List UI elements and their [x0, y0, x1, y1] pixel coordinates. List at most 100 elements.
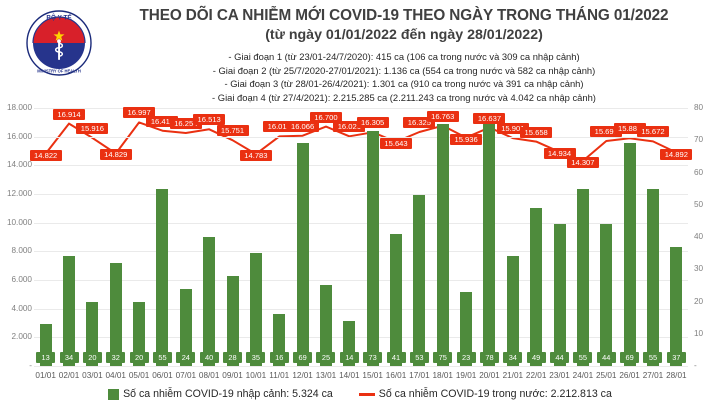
bar-imported-cases [63, 256, 76, 366]
line-value-label: 14.892 [660, 148, 693, 160]
bar-value-label: 13 [36, 352, 56, 363]
x-axis-tick: 25/01 [596, 371, 617, 380]
right-axis-tick: 50 [694, 199, 704, 209]
x-axis-tick: 10/01 [245, 371, 267, 380]
right-axis-tick: 70 [694, 135, 704, 145]
line-value-label: 16.997 [123, 107, 156, 119]
x-axis-tick: 27/01 [642, 371, 664, 380]
line-value-label: 16.513 [193, 114, 226, 126]
x-axis-tick: 18/01 [432, 371, 454, 380]
bar-imported-cases [413, 195, 426, 366]
left-axis-tick: 8.000 [11, 246, 33, 256]
x-axis-tick: 22/01 [525, 371, 547, 380]
bar-value-label: 14 [339, 352, 359, 363]
line-value-label: 14.307 [566, 156, 599, 168]
bar-value-label: 75 [433, 352, 453, 363]
x-axis-tick: 16/01 [385, 371, 407, 380]
bar-value-label: 25 [316, 352, 336, 363]
line-value-label: 16.066 [286, 120, 319, 132]
line-value-label: 15.916 [76, 122, 109, 134]
bar-value-label: 34 [503, 352, 523, 363]
bar-imported-cases [296, 143, 309, 366]
x-axis-tick: 05/01 [128, 371, 150, 380]
gridline [34, 136, 688, 138]
bar-value-label: 44 [596, 352, 616, 363]
line-value-label: 16.325 [403, 117, 436, 128]
line-value-label: 16.914 [53, 108, 86, 120]
left-axis-tick: 2.000 [11, 332, 33, 342]
line-value-label: 14.822 [29, 149, 62, 161]
chart-title: THEO DÕI CA NHIỄM MỚI COVID-19 THEO NGÀY… [139, 7, 669, 24]
phase-note-1: - Giai đoạn 1 (từ 23/01-24/7/2020): 415 … [228, 51, 580, 62]
bar-imported-cases [576, 188, 589, 366]
bar-imported-cases [366, 130, 379, 366]
bar-imported-cases [483, 114, 496, 366]
ministry-of-health-logo: BỘ Y TẾ MINISTRY OF HEALTH [22, 6, 96, 80]
right-axis-tick: 60 [694, 167, 704, 177]
line-value-label: 15.699 [590, 125, 623, 137]
x-axis-tick: 04/01 [105, 371, 127, 380]
gridline [34, 337, 688, 339]
bar-value-label: 16 [269, 352, 289, 363]
x-axis-tick: 24/01 [572, 371, 594, 380]
left-axis-tick: 12.000 [6, 189, 32, 198]
gridline [34, 222, 688, 224]
x-axis-tick: 09/01 [222, 371, 243, 380]
gridline [34, 194, 688, 195]
gridline [34, 366, 688, 367]
bar-value-label: 69 [620, 352, 640, 363]
bar-imported-cases [203, 237, 216, 366]
left-axis-tick: - [29, 361, 32, 370]
bar-value-label: 40 [199, 352, 219, 363]
x-axis-tick: 12/01 [292, 371, 313, 380]
bar-imported-cases [133, 301, 146, 366]
bar-imported-cases [436, 124, 449, 366]
line-value-label: 15.643 [380, 137, 413, 149]
x-axis-tick: 11/01 [269, 371, 290, 380]
left-axis-tick: 14.000 [6, 160, 32, 170]
gridline [34, 251, 688, 253]
bar-value-label: 53 [409, 352, 429, 363]
bar-imported-cases [109, 262, 122, 366]
bar-imported-cases [460, 291, 473, 366]
line-value-label: 14.829 [99, 149, 132, 161]
left-axis-tick: 18.000 [6, 103, 32, 112]
x-axis-tick: 17/01 [409, 371, 430, 380]
x-axis-tick: 23/01 [549, 371, 570, 380]
bar-value-label: 55 [573, 352, 593, 363]
bar-imported-cases [506, 256, 519, 366]
legend-item-domestic: Số ca nhiễm COVID-19 trong nước: 2.212.8… [358, 388, 612, 400]
bar-value-label: 35 [246, 352, 266, 363]
left-axis-tick: 6.000 [11, 275, 33, 284]
header-title-block: THEO DÕI CA NHIỄM MỚI COVID-19 THEO NGÀY… [96, 6, 712, 45]
x-axis-tick: 02/01 [58, 371, 80, 380]
left-axis-tick: 10.000 [6, 217, 32, 227]
phase-note-4: - Giai đoạn 4 (từ 27/4/2021): 2.215.285 … [212, 91, 596, 103]
line-value-label: 15.672 [636, 126, 669, 138]
bar-value-label: 34 [59, 352, 79, 363]
bar-value-label: 55 [643, 352, 663, 363]
left-axis-tick: 4.000 [11, 303, 33, 313]
logo-text-bottom: MINISTRY OF HEALTH [37, 69, 81, 74]
bar-imported-cases [530, 207, 543, 366]
gridline [34, 308, 688, 310]
logo-text-top: BỘ Y TẾ [46, 12, 72, 22]
x-axis-tick: 01/01 [35, 371, 56, 380]
x-axis-tick: 07/01 [175, 371, 197, 380]
right-axis-tick: 10 [694, 328, 704, 338]
bar-value-label: 44 [550, 352, 570, 363]
legend-line-swatch-icon [358, 392, 375, 396]
bar-imported-cases [553, 224, 566, 366]
chart-subtitle: (từ ngày 01/01/2022 đến ngày 28/01/2022) [265, 27, 543, 43]
line-value-label: 14.783 [239, 150, 272, 162]
x-axis-tick: 19/01 [455, 371, 477, 380]
line-value-label: 16.254 [169, 118, 202, 130]
bar-imported-cases [600, 224, 613, 366]
x-axis-tick: 14/01 [339, 371, 360, 380]
bar-imported-cases [86, 301, 99, 366]
bar-value-label: 32 [106, 352, 126, 363]
line-value-label: 15.658 [520, 126, 553, 138]
bar-imported-cases [623, 143, 636, 366]
bar-imported-cases [249, 253, 262, 366]
